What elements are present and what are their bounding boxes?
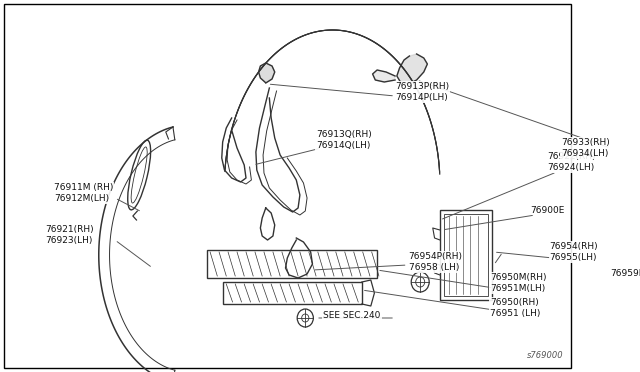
Text: SEE SEC.240: SEE SEC.240 — [323, 311, 381, 321]
Bar — [444, 214, 488, 296]
Polygon shape — [397, 54, 428, 84]
Text: 76959E: 76959E — [611, 269, 640, 279]
Text: 76950M(RH)
76951M(LH): 76950M(RH) 76951M(LH) — [490, 273, 547, 293]
Text: 76911M (RH)
76912M(LH): 76911M (RH) 76912M(LH) — [54, 183, 113, 203]
Text: s769000: s769000 — [527, 351, 564, 360]
Text: 76913Q(RH)
76914Q(LH): 76913Q(RH) 76914Q(LH) — [316, 130, 372, 150]
Text: 76954P(RH)
76958 (LH): 76954P(RH) 76958 (LH) — [408, 252, 463, 272]
Bar — [223, 282, 362, 304]
Text: 76922(RH)
76924(LH): 76922(RH) 76924(LH) — [548, 152, 596, 172]
Text: 76900E: 76900E — [530, 205, 564, 215]
Bar — [207, 250, 377, 278]
Text: 76913P(RH)
76914P(LH): 76913P(RH) 76914P(LH) — [395, 82, 449, 102]
Polygon shape — [372, 70, 395, 82]
Text: 76921(RH)
76923(LH): 76921(RH) 76923(LH) — [45, 225, 93, 245]
Text: 76933(RH)
76934(LH): 76933(RH) 76934(LH) — [561, 138, 610, 158]
Bar — [440, 210, 492, 300]
Polygon shape — [259, 63, 275, 83]
Text: 76954(RH)
76955(LH): 76954(RH) 76955(LH) — [550, 242, 598, 262]
Text: 76950(RH)
76951 (LH): 76950(RH) 76951 (LH) — [490, 298, 541, 318]
